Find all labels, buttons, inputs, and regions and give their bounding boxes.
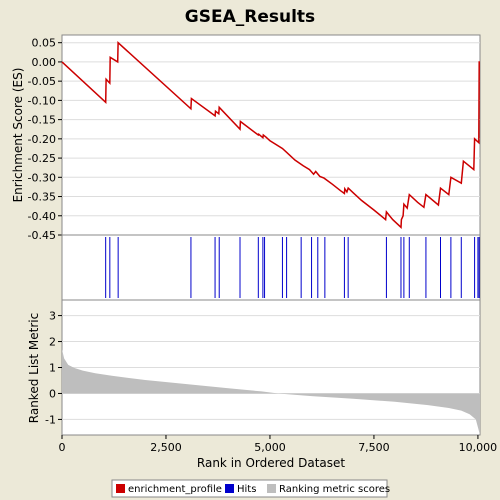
enrichment-profile-line (61, 41, 480, 229)
rank-y-axis-label: Ranked List Metric (27, 313, 41, 423)
x-ticks: 0 2,500 5,000 7,500 10,000 (59, 435, 498, 454)
x-tick-label: 0 (59, 441, 66, 454)
x-tick-label: 5,000 (254, 441, 286, 454)
es-y-ticks: 0.05 0.00 -0.05 -0.10 -0.15 -0.20 -0.25 -0.30 -0… (28, 37, 62, 242)
es-y-axis-label: Enrichment Score (ES) (11, 68, 25, 203)
legend-label-hits: Hits (237, 484, 256, 495)
es-y-tick-label: 0.05 (32, 37, 57, 50)
legend-box (111, 479, 388, 498)
es-y-tick-label: -0.05 (28, 75, 56, 88)
legend-swatch-ranking-metric (267, 484, 276, 493)
es-y-tick-label: 0.00 (32, 56, 57, 69)
legend-label-enrichment-profile: enrichment_profile (128, 484, 222, 495)
es-y-tick-label: -0.40 (28, 210, 56, 223)
es-y-tick-label: -0.20 (28, 133, 56, 146)
legend-label-ranking-metric: Ranking metric scores (279, 484, 390, 495)
es-y-tick-label: -0.45 (28, 229, 56, 242)
es-y-tick-label: -0.10 (28, 94, 56, 107)
legend: enrichment_profile Hits Ranking metric s… (111, 479, 390, 498)
chart-title: GSEA_Results (185, 7, 315, 27)
x-tick-label: 7,500 (358, 441, 390, 454)
es-y-tick-label: -0.35 (28, 191, 56, 204)
x-axis-label: Rank in Ordered Dataset (197, 456, 345, 470)
rank-y-tick-label: -1 (45, 413, 56, 426)
rank-y-tick-label: 1 (49, 362, 56, 375)
hits-panel (61, 234, 481, 301)
es-panel (61, 34, 481, 236)
es-y-tick-label: -0.30 (28, 171, 56, 184)
hit-marks (105, 237, 480, 298)
ranking-metric-area (62, 349, 480, 435)
rank-y-tick-label: 0 (49, 387, 56, 400)
x-tick-label: 2,500 (150, 441, 182, 454)
legend-swatch-hits (225, 484, 234, 493)
x-tick-label: 10,000 (459, 441, 498, 454)
es-y-tick-label: -0.25 (28, 152, 56, 165)
es-y-tick-label: -0.15 (28, 114, 56, 127)
rank-y-ticks: 3 2 1 0 -1 (45, 310, 62, 426)
rank-y-tick-label: 2 (49, 336, 56, 349)
legend-swatch-enrichment-profile (116, 484, 125, 493)
rank-y-tick-label: 3 (49, 310, 56, 323)
